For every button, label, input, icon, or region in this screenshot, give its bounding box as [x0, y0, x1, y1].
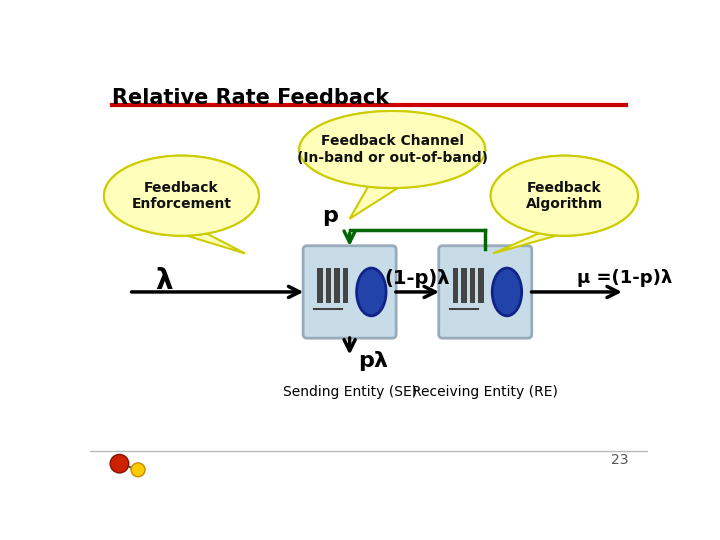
Text: (1-p)λ: (1-p)λ [384, 268, 450, 288]
Bar [453, 268, 458, 303]
Polygon shape [350, 185, 402, 219]
Bar [317, 268, 323, 303]
Ellipse shape [300, 111, 485, 188]
Bar [325, 268, 331, 303]
Text: Sending Entity (SE): Sending Entity (SE) [282, 385, 417, 399]
Ellipse shape [104, 156, 259, 236]
Text: p: p [323, 206, 338, 226]
Text: pλ: pλ [358, 351, 388, 372]
Text: Feedback
Algorithm: Feedback Algorithm [526, 180, 603, 211]
Polygon shape [493, 233, 567, 253]
Text: Feedback
Enforcement: Feedback Enforcement [132, 180, 231, 211]
Text: Receiving Entity (RE): Receiving Entity (RE) [413, 385, 558, 399]
Bar [478, 268, 484, 303]
Ellipse shape [356, 268, 386, 316]
Circle shape [131, 463, 145, 477]
Text: λ: λ [155, 267, 172, 295]
Text: μ =(1-p)λ: μ =(1-p)λ [577, 269, 672, 287]
Bar [334, 268, 340, 303]
Ellipse shape [104, 156, 259, 236]
Ellipse shape [300, 111, 485, 188]
FancyBboxPatch shape [303, 246, 396, 338]
Ellipse shape [492, 268, 522, 316]
FancyBboxPatch shape [438, 246, 532, 338]
Bar [469, 268, 475, 303]
Text: Feedback Channel
(In-band or out-of-band): Feedback Channel (In-band or out-of-band… [297, 134, 487, 165]
Ellipse shape [490, 156, 638, 236]
Polygon shape [177, 233, 245, 253]
Ellipse shape [490, 156, 638, 236]
Circle shape [110, 455, 129, 473]
Bar [462, 268, 467, 303]
Text: 23: 23 [611, 453, 629, 467]
Text: Relative Rate Feedback: Relative Rate Feedback [112, 88, 389, 108]
Bar [343, 268, 348, 303]
